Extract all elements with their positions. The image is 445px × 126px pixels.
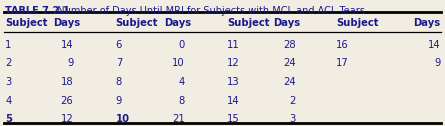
Text: 9: 9	[434, 58, 441, 68]
Text: 14: 14	[61, 40, 73, 50]
Text: 8: 8	[178, 96, 185, 106]
Text: 8: 8	[116, 77, 122, 87]
Text: 24: 24	[283, 77, 296, 87]
Text: 5: 5	[5, 114, 12, 124]
Text: 21: 21	[172, 114, 185, 124]
Text: Days: Days	[413, 18, 441, 28]
Text: Subject: Subject	[5, 18, 48, 28]
Text: 17: 17	[336, 58, 349, 68]
Text: Subject: Subject	[116, 18, 158, 28]
Text: 2: 2	[290, 96, 296, 106]
Text: 9: 9	[116, 96, 122, 106]
Text: 10: 10	[116, 114, 129, 124]
Text: 12: 12	[61, 114, 73, 124]
Text: 28: 28	[283, 40, 296, 50]
Text: Number of Days Until MRI for Subjects with MCL and ACL Tears: Number of Days Until MRI for Subjects wi…	[51, 6, 365, 16]
Text: 26: 26	[61, 96, 73, 106]
Text: Subject: Subject	[336, 18, 379, 28]
Text: 18: 18	[61, 77, 73, 87]
Text: 6: 6	[116, 40, 122, 50]
Text: 14: 14	[428, 40, 441, 50]
Text: 14: 14	[227, 96, 239, 106]
Text: 7: 7	[116, 58, 122, 68]
Text: 2: 2	[5, 58, 12, 68]
Text: Days: Days	[164, 18, 191, 28]
Text: 4: 4	[5, 96, 12, 106]
Text: TABLE 7.2.1: TABLE 7.2.1	[5, 6, 70, 16]
Text: 4: 4	[178, 77, 185, 87]
Text: Subject: Subject	[227, 18, 270, 28]
Text: 15: 15	[227, 114, 240, 124]
Text: 12: 12	[227, 58, 240, 68]
Text: 24: 24	[283, 58, 296, 68]
Text: 3: 3	[5, 77, 12, 87]
Text: 9: 9	[67, 58, 73, 68]
Text: Days: Days	[273, 18, 300, 28]
Text: Days: Days	[53, 18, 80, 28]
Text: 16: 16	[336, 40, 349, 50]
Text: 13: 13	[227, 77, 239, 87]
Text: 3: 3	[290, 114, 296, 124]
Text: 1: 1	[5, 40, 12, 50]
Text: 0: 0	[178, 40, 185, 50]
Text: 10: 10	[172, 58, 185, 68]
Text: 11: 11	[227, 40, 240, 50]
